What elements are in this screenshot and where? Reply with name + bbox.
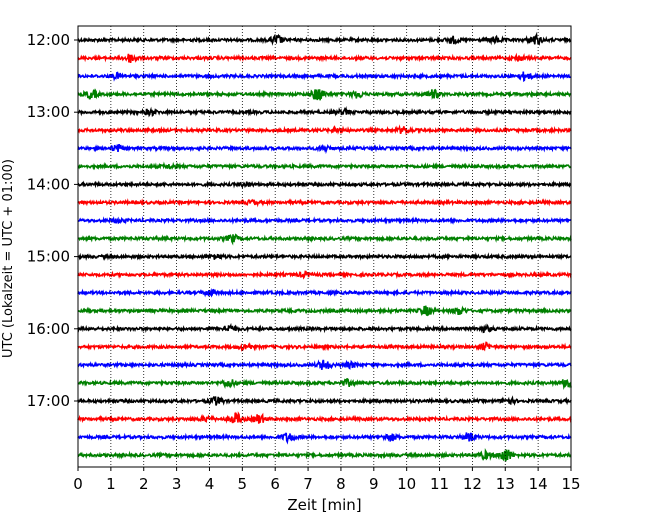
trace-layer xyxy=(77,31,572,462)
trace-1345 xyxy=(77,161,572,171)
trace-1300 xyxy=(77,105,572,118)
x-tick-label: 9 xyxy=(369,475,379,493)
x-axis: 0 1 2 3 4 5 6 7 8 9 10 11 12 13 14 15 xyxy=(73,467,581,493)
x-tick-label: 11 xyxy=(430,475,449,493)
trace-1745 xyxy=(77,447,572,462)
trace-1545 xyxy=(77,305,572,317)
trace-1415 xyxy=(77,198,572,208)
trace-1315 xyxy=(77,124,572,136)
trace-1530 xyxy=(77,287,572,298)
x-tick-label: 1 xyxy=(106,475,116,493)
trace-1215 xyxy=(77,52,572,64)
trace-1715 xyxy=(77,411,572,424)
trace-1600 xyxy=(77,322,572,334)
x-tick-label: 3 xyxy=(172,475,182,493)
x-tick-label: 12 xyxy=(463,475,482,493)
y-tick-label: 14:00 xyxy=(27,175,70,193)
trace-1445 xyxy=(77,233,572,246)
y-tick-label: 12:00 xyxy=(27,31,70,49)
trace-1700 xyxy=(77,395,572,406)
y-tick-label: 16:00 xyxy=(27,320,70,338)
x-axis-label: Zeit [min] xyxy=(287,496,361,514)
trace-1330 xyxy=(77,143,572,155)
trace-1630 xyxy=(77,359,572,370)
y-tick-label: 15:00 xyxy=(27,248,70,266)
plot-frame xyxy=(77,25,572,468)
x-tick-label: 5 xyxy=(238,475,248,493)
y-tick-label: 13:00 xyxy=(27,103,70,121)
x-tick-label: 0 xyxy=(73,475,83,493)
trace-1230 xyxy=(77,71,572,83)
x-tick-label: 14 xyxy=(529,475,548,493)
x-tick-label: 10 xyxy=(397,475,416,493)
trace-1515 xyxy=(77,270,572,280)
trace-1615 xyxy=(77,341,572,352)
trace-1200 xyxy=(77,31,572,46)
y-axis-label: UTC (Lokalzeit = UTC + 01:00) xyxy=(1,159,16,358)
x-tick-label: 13 xyxy=(496,475,515,493)
trace-1400 xyxy=(77,180,572,189)
x-tick-label: 7 xyxy=(303,475,313,493)
trace-1730 xyxy=(77,432,572,445)
y-axis: 12:00 13:00 14:00 15:00 16:00 17:00 xyxy=(27,31,78,410)
trace-1245 xyxy=(77,88,572,101)
trace-1645 xyxy=(77,378,572,391)
x-tick-label: 8 xyxy=(336,475,346,493)
x-tick-label: 2 xyxy=(139,475,149,493)
x-tick-label: 15 xyxy=(561,475,580,493)
x-tick-label: 6 xyxy=(270,475,280,493)
x-tick-label: 4 xyxy=(205,475,215,493)
trace-1500 xyxy=(77,252,572,262)
trace-1430 xyxy=(77,216,572,225)
y-tick-label: 17:00 xyxy=(27,392,70,410)
